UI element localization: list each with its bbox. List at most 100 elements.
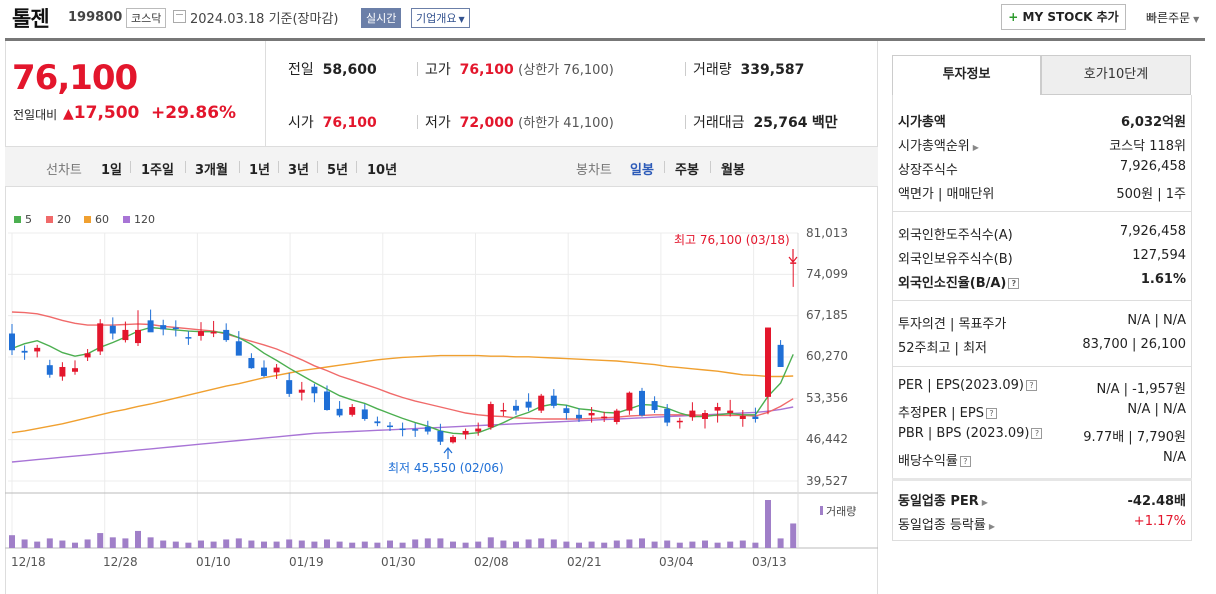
face-label: 액면가 | 매매단위 [898, 187, 995, 202]
divider [417, 62, 418, 76]
info-row-foreign-hold: 외국인보유주식수(B) 127,594 [898, 248, 1186, 268]
help-icon[interactable]: ? [985, 408, 997, 419]
info-row-industry-rate[interactable]: 동일업종 등락률 ▶ +1.17% [898, 514, 1186, 534]
cap-rank-label: 시가총액순위 [898, 139, 970, 154]
info-row-cap-rank[interactable]: 시가총액순위 ▶ 코스닥 118위 [898, 135, 1186, 155]
quick-order-dropdown[interactable]: 빠른주문 ▼ [1146, 9, 1199, 26]
help-icon[interactable]: ? [1008, 278, 1020, 289]
tab-3y[interactable]: 3년 [288, 163, 310, 178]
info-row-market-cap: 시가총액 6,032억원 [898, 111, 1186, 131]
legend-ma20: 20 [57, 213, 71, 226]
help-icon[interactable]: ? [1025, 380, 1037, 391]
volume-bar [172, 541, 179, 548]
help-icon[interactable]: ? [959, 456, 971, 467]
company-overview-dropdown[interactable]: 기업개요 ▼ [411, 8, 470, 28]
candle-body [172, 327, 179, 330]
volume-bar [601, 542, 608, 548]
tab-5y[interactable]: 5년 [327, 163, 349, 178]
volume-bar [676, 542, 683, 548]
volume-bar [298, 540, 305, 548]
tab-1y[interactable]: 1년 [249, 163, 271, 178]
volume-bar [626, 539, 633, 548]
volume-bar [349, 542, 356, 548]
candle-body [475, 428, 482, 432]
chevron-right-icon: ▶ [972, 143, 979, 152]
candle-body [576, 414, 582, 419]
divider [892, 366, 1192, 367]
divider [278, 161, 279, 173]
candle-body [513, 405, 519, 411]
volume-bar [475, 541, 482, 548]
volume-bar [109, 537, 116, 548]
tab-orderbook[interactable]: 호가10단계 [1041, 55, 1191, 95]
volume-bar [790, 523, 797, 548]
tab-weekly[interactable]: 주봉 [675, 163, 699, 178]
candle-body [59, 366, 66, 377]
investment-info-box [892, 95, 1192, 541]
volume-bar [538, 538, 545, 548]
volume-bar [286, 539, 293, 548]
candle-body [487, 404, 494, 428]
tab-investment-info[interactable]: 투자정보 [892, 55, 1041, 95]
candle-body [450, 436, 456, 443]
dividend-value: N/A [1163, 450, 1186, 465]
candle-body [261, 367, 267, 376]
chart-panel [5, 41, 878, 594]
foreign-hold-value: 127,594 [1132, 248, 1186, 263]
tab-1w[interactable]: 1주일 [141, 163, 174, 178]
foreign-limit-label: 외국인한도주식수(A) [898, 228, 1013, 243]
info-row-opinion: 투자의견 | 목표주가 N/A | N/A [898, 313, 1186, 333]
market-cap-label: 시가총액 [898, 115, 946, 130]
candle-body [336, 408, 343, 416]
volume-bar [122, 538, 129, 548]
divider [685, 115, 686, 129]
moving-average-ma5 [11, 326, 794, 435]
max-price-annotation: 최고 76,100 (03/18) [674, 233, 790, 247]
volume-bar [9, 535, 15, 548]
candlestick-chart[interactable] [0, 0, 878, 594]
candle-body [122, 329, 129, 341]
candle-body [765, 327, 771, 397]
trade-amount: 거래대금 25,764 백만 [693, 112, 838, 132]
volume-bar [765, 500, 771, 548]
current-price: 76,100 [12, 58, 138, 98]
volume-bar [311, 541, 318, 548]
candle-body [311, 386, 318, 394]
info-row-industry-per[interactable]: 동일업종 PER ▶ -42.48배 [898, 490, 1186, 510]
candle-body [563, 408, 570, 414]
tab-10y[interactable]: 10년 [367, 163, 398, 178]
volume-bar [714, 542, 721, 548]
candle-body [210, 331, 217, 334]
change-amount: 17,500 [73, 103, 140, 123]
volume-bar [777, 538, 784, 548]
tab-monthly[interactable]: 월봉 [721, 163, 745, 178]
foreign-ratio-label: 외국인소진율(B/A) [898, 276, 1007, 291]
chevron-right-icon: ▶ [981, 498, 988, 507]
volume-bar [550, 539, 557, 548]
volume-bar [324, 539, 330, 548]
mystock-add-button[interactable]: + MY STOCK 추가 [1001, 4, 1126, 30]
chevron-down-icon: ▼ [1193, 15, 1200, 24]
industry-per-value: -42.48배 [1127, 494, 1186, 509]
candle-body [689, 410, 696, 418]
tab-1d[interactable]: 1일 [101, 163, 123, 178]
x-tick-label: 12/28 [103, 555, 138, 569]
candle-body [34, 347, 41, 352]
volume-bar [248, 540, 255, 548]
candle-body [235, 341, 242, 356]
realtime-button[interactable]: 실시간 [361, 8, 402, 28]
candle-body [639, 390, 645, 416]
plus-icon: + [1008, 10, 1019, 24]
candle-body [46, 365, 53, 375]
legend-swatch-ma5 [14, 216, 21, 223]
volume-legend-label: 거래량 [826, 505, 857, 518]
line-chart-label: 선차트 [46, 163, 82, 178]
help-icon[interactable]: ? [1031, 428, 1043, 439]
calendar-icon [173, 10, 186, 23]
candle-body [21, 350, 28, 353]
volume-bar [185, 542, 192, 548]
candle-body [223, 329, 230, 341]
tab-3m[interactable]: 3개월 [195, 163, 228, 178]
shares-value: 7,926,458 [1119, 159, 1186, 174]
tab-daily[interactable]: 일봉 [630, 163, 654, 178]
